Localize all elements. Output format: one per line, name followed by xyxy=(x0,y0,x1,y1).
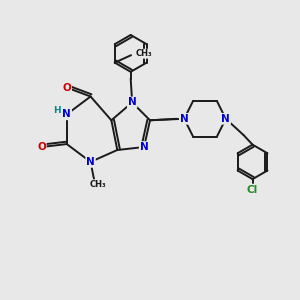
Text: O: O xyxy=(37,142,46,152)
Text: N: N xyxy=(128,98,136,107)
Text: CH₃: CH₃ xyxy=(90,180,106,189)
Text: O: O xyxy=(62,82,71,93)
Text: H: H xyxy=(53,106,61,115)
Text: N: N xyxy=(86,157,95,167)
Text: N: N xyxy=(140,142,148,152)
Text: N: N xyxy=(62,109,71,119)
Text: Cl: Cl xyxy=(247,184,258,194)
Text: N: N xyxy=(180,114,189,124)
Text: N: N xyxy=(221,114,230,124)
Text: CH₃: CH₃ xyxy=(136,49,152,58)
